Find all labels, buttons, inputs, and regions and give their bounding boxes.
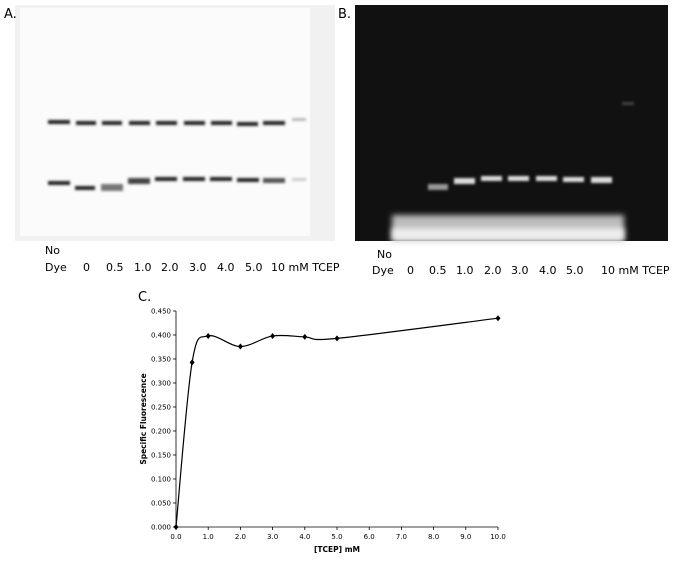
x-tick-label: 7.0 bbox=[396, 533, 407, 541]
x-tick-label: 6.0 bbox=[364, 533, 375, 541]
x-tick-label: 4.0 bbox=[299, 533, 310, 541]
y-tick-label: 0.300 bbox=[151, 380, 171, 388]
data-point bbox=[495, 315, 501, 322]
y-tick-label: 0.250 bbox=[151, 404, 171, 412]
gel-a bbox=[15, 5, 335, 241]
x-tick-label: 10.0 bbox=[490, 533, 506, 541]
lane-label: 3.0 bbox=[189, 261, 207, 274]
data-point bbox=[270, 332, 276, 339]
lane-label: 2.0 bbox=[161, 261, 179, 274]
lane-label: 0 bbox=[83, 261, 90, 274]
lane-label: 4.0 bbox=[539, 264, 557, 277]
lane-label: 5.0 bbox=[566, 264, 584, 277]
data-point bbox=[237, 343, 243, 350]
lane-label: 0 bbox=[407, 264, 414, 277]
lane-label: 3.0 bbox=[511, 264, 529, 277]
data-point bbox=[205, 332, 211, 339]
data-point bbox=[334, 335, 340, 342]
lane-label: 10 mM TCEP bbox=[271, 261, 340, 274]
y-tick-label: 0.200 bbox=[151, 428, 171, 436]
x-tick-label: 8.0 bbox=[428, 533, 439, 541]
lane-label: 2.0 bbox=[484, 264, 502, 277]
y-tick-label: 0.100 bbox=[151, 476, 171, 484]
y-tick-label: 0.350 bbox=[151, 356, 171, 364]
x-axis-title: [TCEP] mM bbox=[314, 545, 360, 554]
lane-label: 4.0 bbox=[217, 261, 235, 274]
data-line bbox=[175, 317, 499, 528]
y-tick-label: 0.000 bbox=[151, 524, 171, 532]
data-point bbox=[173, 524, 179, 530]
x-tick-label: 3.0 bbox=[267, 533, 278, 541]
lane-label: 0.5 bbox=[106, 261, 124, 274]
y-tick-label: 0.450 bbox=[151, 308, 171, 316]
y-axis-title: Specific Fluorescence bbox=[139, 373, 148, 464]
x-tick-label: 5.0 bbox=[331, 533, 342, 541]
lane-label: 5.0 bbox=[245, 261, 263, 274]
panel-label: B. bbox=[338, 7, 351, 22]
gel-b bbox=[355, 5, 668, 241]
lane-header: No bbox=[377, 248, 392, 261]
lane-header: No bbox=[45, 244, 60, 257]
lane-label: 1.0 bbox=[134, 261, 152, 274]
lane-label: 1.0 bbox=[456, 264, 474, 277]
y-tick-label: 0.150 bbox=[151, 452, 171, 460]
x-tick-label: 0.0 bbox=[170, 533, 181, 541]
panel-label: A. bbox=[4, 7, 17, 22]
x-tick-label: 9.0 bbox=[460, 533, 471, 541]
x-tick-label: 1.0 bbox=[203, 533, 214, 541]
lane-label: 10 mM TCEP bbox=[601, 264, 670, 277]
data-point bbox=[189, 359, 195, 366]
x-tick-label: 2.0 bbox=[235, 533, 246, 541]
y-tick-label: 0.400 bbox=[151, 332, 171, 340]
lane-header: Dye bbox=[372, 264, 394, 277]
panel-label: C. bbox=[138, 290, 151, 305]
lane-header: Dye bbox=[45, 261, 67, 274]
y-tick-label: 0.050 bbox=[151, 500, 171, 508]
lane-label: 0.5 bbox=[429, 264, 447, 277]
data-point bbox=[302, 333, 308, 340]
